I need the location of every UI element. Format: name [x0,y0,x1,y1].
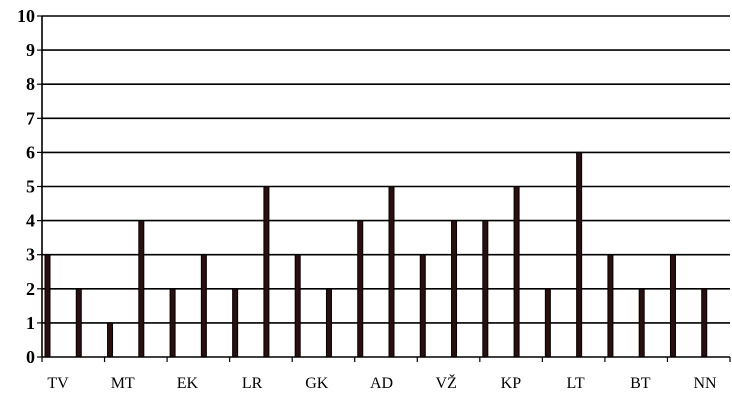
bar-GK-s2 [325,288,332,358]
x-tick-label: KP [501,375,522,392]
x-tick-label: LT [567,375,585,392]
bar-KP-s1 [482,220,489,358]
bar-TV-s2 [75,288,82,358]
axes [37,15,731,362]
gridlines [42,15,730,324]
y-tick-label: 10 [17,6,35,26]
y-tick-label: 2 [26,279,35,299]
bar-TV-s1 [44,254,51,358]
bar-GK-s1 [294,254,301,358]
y-tick-label: 3 [26,245,35,265]
x-tick-label: NN [693,375,717,392]
y-tick-label: 1 [26,313,35,333]
y-tick-label: 8 [26,74,35,94]
y-tick-label: 5 [26,177,35,197]
bars [44,151,708,358]
bar-LR-s1 [232,288,239,358]
x-tick-label: VŽ [436,373,457,392]
bar-KP-s2 [513,186,520,358]
bar-EK-s1 [169,288,176,358]
x-tick-labels: TV MT EK LR GK AD VŽ KP LT BT NN [47,373,717,392]
x-tick-label: BT [630,375,651,392]
y-tick-label: 6 [26,142,35,162]
bar-BT-s1 [607,254,614,358]
x-tick-label: MT [111,375,135,392]
bar-MT-s2 [138,220,145,358]
bar-EK-s2 [200,254,207,358]
bar-LT-s1 [544,288,551,358]
bar-VŽ-s1 [419,254,426,358]
bar-NN-s1 [669,254,676,358]
x-tick-label: TV [47,375,69,392]
bar-MT-s1 [107,322,114,358]
y-tick-labels: 0 1 2 3 4 5 6 7 8 9 10 [17,6,35,367]
y-tick-label: 9 [26,40,35,60]
x-tick-label: AD [370,375,393,392]
y-tick-label: 0 [26,347,35,367]
bar-BT-s2 [638,288,645,358]
bar-VŽ-s2 [451,220,458,358]
y-tick-label: 7 [26,108,35,128]
x-tick-label: LR [242,375,263,392]
x-tick-label: GK [305,375,329,392]
bar-NN-s2 [701,288,708,358]
bar-LR-s2 [263,186,270,358]
bar-AD-s1 [357,220,364,358]
x-tick-label: EK [177,375,199,392]
bar-LT-s2 [576,151,583,358]
bar-AD-s2 [388,186,395,358]
y-tick-label: 4 [26,211,35,231]
